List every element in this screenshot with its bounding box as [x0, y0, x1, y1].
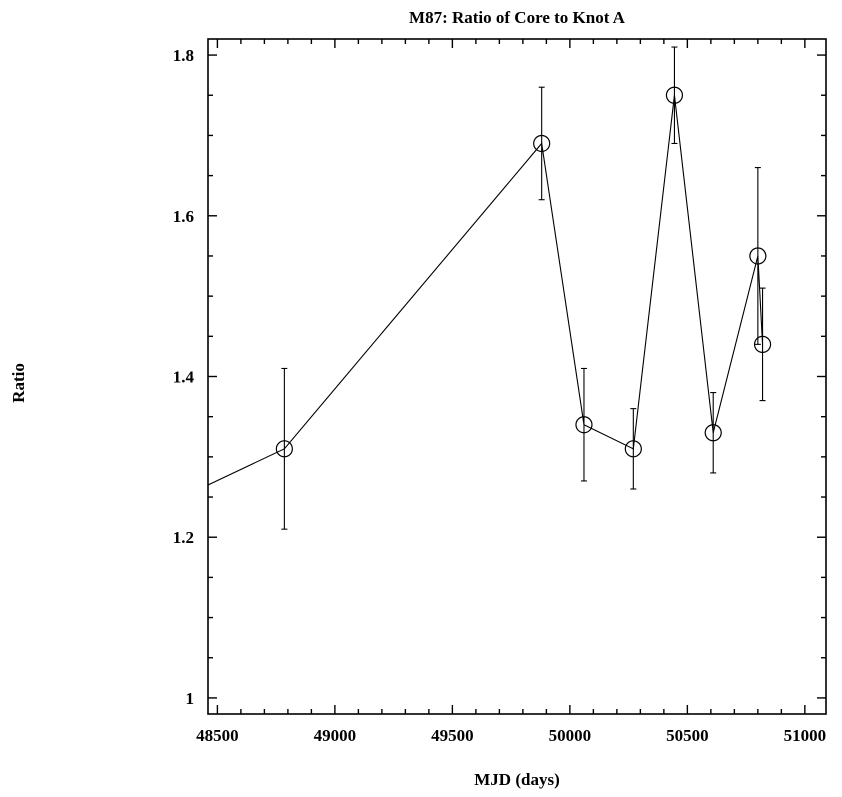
series-line [208, 95, 764, 486]
chart-title: M87: Ratio of Core to Knot A [409, 8, 626, 27]
data-point [275, 440, 293, 458]
x-tick-label: 50000 [549, 726, 592, 745]
y-axis-label: Ratio [9, 363, 28, 403]
y-tick-label: 1 [186, 689, 195, 708]
data-point [749, 247, 767, 265]
data-series [208, 46, 772, 530]
axis-ticks [208, 39, 826, 714]
data-point [624, 440, 642, 458]
plot-frame [207, 38, 827, 715]
data-point [704, 424, 722, 442]
x-tick-label: 51000 [784, 726, 827, 745]
data-point [753, 335, 772, 353]
y-tick-label: 1.4 [173, 368, 195, 387]
x-tick-label: 48500 [196, 726, 239, 745]
y-tick-label: 1.2 [173, 528, 194, 547]
x-tick-label: 50500 [666, 726, 709, 745]
data-point [533, 134, 551, 153]
x-tick-label: 49000 [314, 726, 357, 745]
data-point [665, 86, 684, 104]
y-tick-label: 1.6 [173, 207, 194, 226]
x-tick-label: 49500 [431, 726, 474, 745]
data-point [575, 416, 593, 434]
y-tick-label: 1.8 [173, 46, 194, 65]
tick-labels: 48500 49000 49500 50000 50500 51000 1 1.2 1.4 1.6… [173, 46, 826, 745]
x-axis-label: MJD (days) [474, 770, 559, 789]
